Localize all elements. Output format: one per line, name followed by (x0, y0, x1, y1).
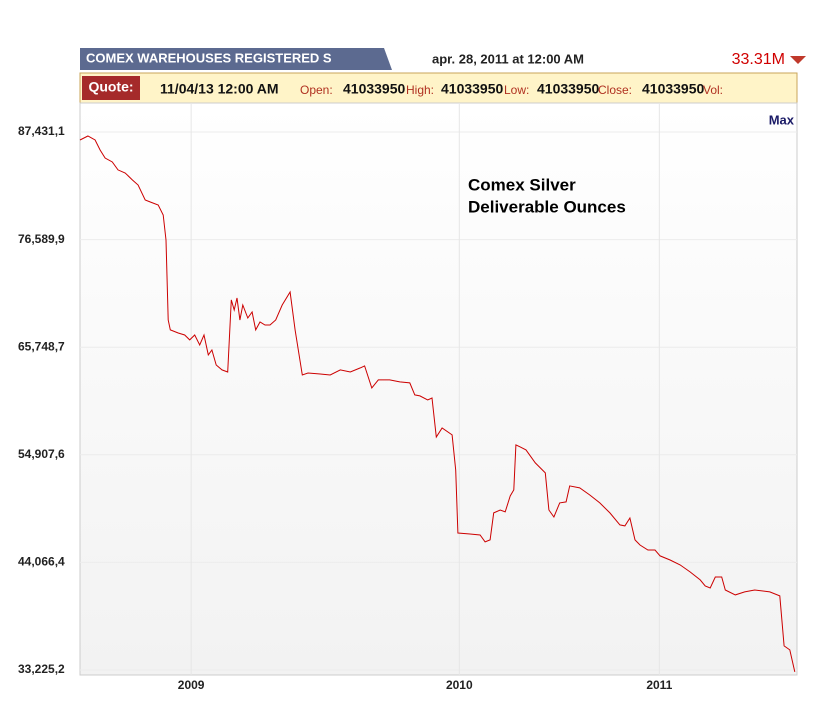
close-value: 41033950 (642, 81, 705, 97)
annotation: Comex Silver (468, 175, 576, 194)
annotation: Deliverable Ounces (468, 197, 626, 216)
y-tick-label: 65,748,7 (18, 339, 65, 353)
header-tab (80, 48, 392, 70)
open-label: Open: (300, 83, 333, 97)
close-label: Close: (598, 83, 632, 97)
quote-badge (82, 76, 140, 100)
high-value: 41033950 (441, 81, 504, 97)
y-tick-label: 33,225,2 (18, 662, 65, 676)
header-date: apr. 28, 2011 at 12:00 AM (432, 51, 584, 66)
range-label[interactable]: Max (769, 112, 795, 127)
quote-bar (79, 72, 798, 104)
down-arrow (790, 56, 806, 64)
x-tick-label: 2009 (178, 678, 205, 692)
y-tick-label: 87,431,1 (18, 124, 65, 138)
y-tick-label: 54,907,6 (18, 447, 65, 461)
tab-title: COMEX WAREHOUSES REGISTERED S (86, 50, 332, 65)
y-tick-label: 76,589,9 (18, 232, 65, 246)
vol-label: Vol: (703, 83, 723, 97)
open-value: 41033950 (343, 81, 406, 97)
y-tick-label: 44,066,4 (18, 555, 65, 569)
plot-area (79, 102, 798, 676)
low-value: 41033950 (537, 81, 600, 97)
low-label: Low: (504, 83, 529, 97)
quote-label: Quote: (88, 79, 133, 95)
quote-datetime: 11/04/13 12:00 AM (160, 81, 279, 97)
high-label: High: (406, 83, 434, 97)
x-tick-label: 2011 (646, 678, 672, 692)
x-tick-label: 2010 (446, 678, 473, 692)
price-line (79, 135, 796, 673)
last-value: 33.31M (732, 51, 785, 68)
